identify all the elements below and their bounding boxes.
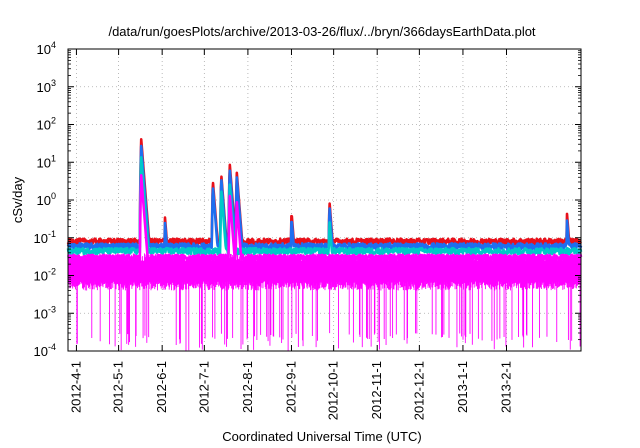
y-tick-label: 10-2 — [34, 267, 56, 284]
x-tick-label: 2013-2-1 — [499, 361, 514, 413]
x-tick-label: 2012-7-1 — [196, 361, 211, 413]
series-line — [67, 174, 583, 263]
series-3 — [66, 156, 583, 256]
series-2 — [66, 144, 583, 251]
x-tick-label: 2012-6-1 — [154, 361, 169, 413]
x-tick-label: 2012-5-1 — [111, 361, 126, 413]
x-axis-label: Coordinated Universal Time (UTC) — [222, 429, 421, 444]
plot-series — [66, 138, 583, 351]
x-tick-label: 2012-9-1 — [283, 361, 298, 413]
x-tick-label: 2012-4-1 — [68, 361, 83, 413]
x-tick-label: 2012-8-1 — [240, 361, 255, 413]
y-tick-label: 101 — [37, 153, 56, 170]
x-tick-label: 2012-11-1 — [369, 361, 384, 419]
y-tick-label: 102 — [37, 116, 56, 133]
y-axis-label: cSv/day — [10, 176, 25, 223]
noise-band-path — [67, 253, 581, 351]
chart-title: /data/run/goesPlots/archive/2013-03-26/f… — [108, 24, 535, 39]
y-tick-label: 104 — [37, 40, 56, 57]
x-tick-label: 2012-10-1 — [326, 361, 341, 420]
y-axis: 10-4 10-3 10-2 10-1 100 101 102 103 104 — [34, 40, 581, 359]
y-tick-label: 103 — [37, 78, 56, 95]
series-noise-band — [67, 253, 581, 351]
x-tick-label: 2013-1-1 — [455, 361, 470, 413]
series-4 — [67, 174, 583, 263]
y-tick-label: 100 — [37, 191, 56, 208]
x-axis: 2012-4-1 2012-5-1 2012-6-1 2012-7-1 2012-8-1… — [68, 49, 514, 420]
x-tick-label: 2012-12-1 — [411, 361, 426, 420]
series-line — [66, 156, 583, 256]
y-tick-label: 10-1 — [34, 229, 56, 246]
y-tick-label: 10-4 — [34, 342, 56, 359]
y-tick-label: 10-3 — [34, 304, 56, 321]
series-line — [66, 144, 583, 251]
